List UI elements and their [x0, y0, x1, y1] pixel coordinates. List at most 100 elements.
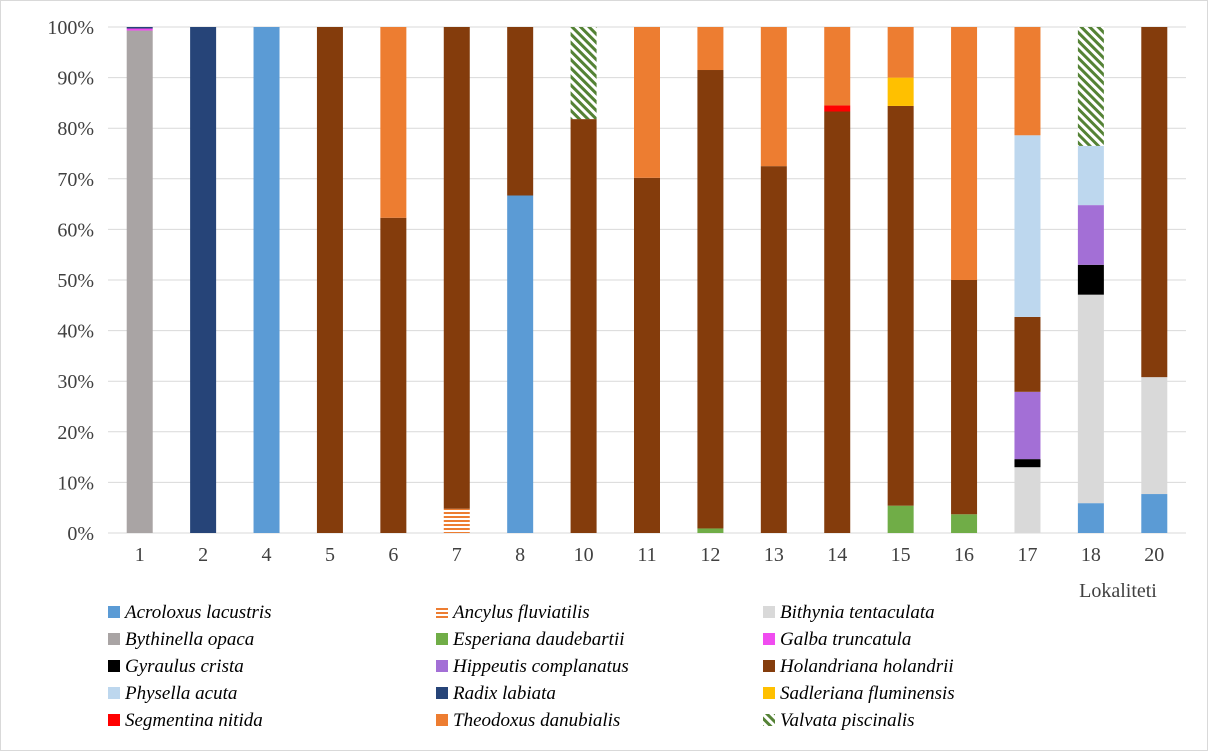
x-tick-label: 12	[700, 544, 720, 566]
bar-segment	[507, 195, 534, 534]
legend-swatch	[763, 660, 775, 672]
legend-label: Segmentina nitida	[125, 710, 263, 731]
bar-segment	[824, 105, 851, 112]
bar-segment	[760, 27, 787, 167]
legend-item: Theodoxus danubialis	[436, 710, 620, 731]
bar-segment	[190, 27, 217, 533]
bar-segment	[126, 30, 153, 534]
bar-segment	[1077, 264, 1104, 295]
bar-segment	[634, 27, 660, 178]
legend-label: Sadleriana fluminensis	[780, 683, 955, 704]
legend-swatch	[763, 606, 775, 618]
legend-item: Physella acuta	[108, 683, 237, 704]
legend-label: Ancylus fluviatilis	[451, 602, 590, 623]
y-tick-label: 60%	[57, 219, 94, 241]
legend-item: Esperiana daudebartii	[436, 629, 625, 650]
legend-swatch	[436, 606, 448, 618]
y-tick-label: 100%	[47, 17, 94, 39]
bar-segment	[1077, 27, 1104, 146]
legend-item: Holandriana holandrii	[763, 656, 954, 677]
y-tick-label: 80%	[57, 118, 94, 140]
legend-item: Ancylus fluviatilis	[436, 602, 590, 623]
bar-segment	[316, 27, 343, 533]
x-tick-label: 14	[827, 544, 847, 566]
legend-label: Galba truncatula	[780, 629, 911, 650]
bar-segment	[1077, 503, 1104, 533]
bar-segment	[1141, 377, 1168, 495]
legend-item: Hippeutis complanatus	[436, 656, 629, 677]
legend-item: Bythinella opaca	[108, 629, 254, 650]
bar-segment	[1014, 459, 1041, 468]
bar-segment	[824, 111, 851, 533]
y-tick-label: 90%	[57, 68, 94, 90]
x-tick-label: 4	[262, 544, 272, 566]
bar-segment	[126, 28, 153, 31]
x-tick-label: 20	[1144, 544, 1164, 566]
legend-swatch	[763, 687, 775, 699]
legend-item: Galba truncatula	[763, 629, 911, 650]
y-tick-label: 70%	[57, 169, 94, 191]
x-axis-ticks: 1 2 4 5 6 7 8 10 11 12 13 14 15 16 17 18 20	[135, 544, 1165, 566]
bar-segment	[253, 27, 280, 533]
bar-segment	[380, 217, 407, 533]
x-tick-label: 13	[764, 544, 784, 566]
x-tick-label: 18	[1081, 544, 1101, 566]
bar-segment	[697, 70, 724, 529]
bar-segment	[1014, 135, 1041, 317]
x-tick-label: 15	[891, 544, 911, 566]
legend-item: Segmentina nitida	[108, 710, 263, 731]
x-tick-label: 5	[325, 544, 335, 566]
bar-segment	[507, 27, 534, 196]
bar-segment	[1141, 494, 1168, 533]
legend-label: Holandriana holandrii	[779, 656, 954, 677]
legend-swatch	[108, 633, 120, 645]
legend-label: Acroloxus lacustris	[123, 602, 272, 623]
bar-segment	[951, 280, 978, 515]
bar-segment	[887, 27, 914, 78]
bar-segment	[1014, 391, 1041, 460]
bar-segment	[443, 508, 470, 533]
x-tick-label: 17	[1017, 544, 1037, 566]
legend-label: Physella acuta	[124, 683, 237, 704]
y-tick-label: 30%	[57, 371, 94, 393]
x-tick-label: 11	[637, 544, 656, 566]
legend-label: Radix labiata	[452, 683, 556, 704]
bar-segment	[887, 505, 914, 533]
legend-swatch	[108, 714, 120, 726]
bar-segment	[1014, 27, 1041, 136]
bar-segment	[697, 528, 724, 533]
legend-item: Gyraulus crista	[108, 656, 244, 677]
bar-segment	[760, 166, 787, 533]
y-tick-label: 20%	[57, 422, 94, 444]
legend-item: Bithynia tentaculata	[763, 602, 935, 623]
bar-segment	[380, 27, 407, 218]
legend-label: Bithynia tentaculata	[780, 602, 935, 623]
bar-segment	[1014, 316, 1041, 392]
bar-segment	[634, 177, 660, 533]
x-tick-label: 2	[198, 544, 208, 566]
bar-segment	[951, 514, 978, 533]
x-tick-label: 10	[574, 544, 594, 566]
legend-item: Radix labiata	[436, 683, 556, 704]
x-tick-label: 1	[135, 544, 145, 566]
x-tick-label: 6	[388, 544, 398, 566]
x-tick-label: 8	[515, 544, 525, 566]
bar-segment	[1014, 467, 1041, 533]
legend-swatch	[108, 606, 120, 618]
y-tick-label: 10%	[57, 472, 94, 494]
legend: Acroloxus lacustris Ancylus fluviatilis Bi…	[108, 602, 955, 731]
bar-segment	[570, 27, 597, 120]
bar-segment	[887, 105, 914, 506]
bar-segment	[443, 27, 470, 509]
legend-swatch	[108, 687, 120, 699]
legend-label: Hippeutis complanatus	[452, 656, 629, 677]
bar-segment	[126, 27, 153, 29]
y-tick-label: 0%	[67, 523, 94, 545]
bar-segment	[1077, 205, 1104, 265]
bar-segment	[887, 77, 914, 106]
legend-label: Valvata piscinalis	[780, 710, 915, 731]
bar-segment	[951, 27, 978, 280]
legend-swatch	[108, 660, 120, 672]
